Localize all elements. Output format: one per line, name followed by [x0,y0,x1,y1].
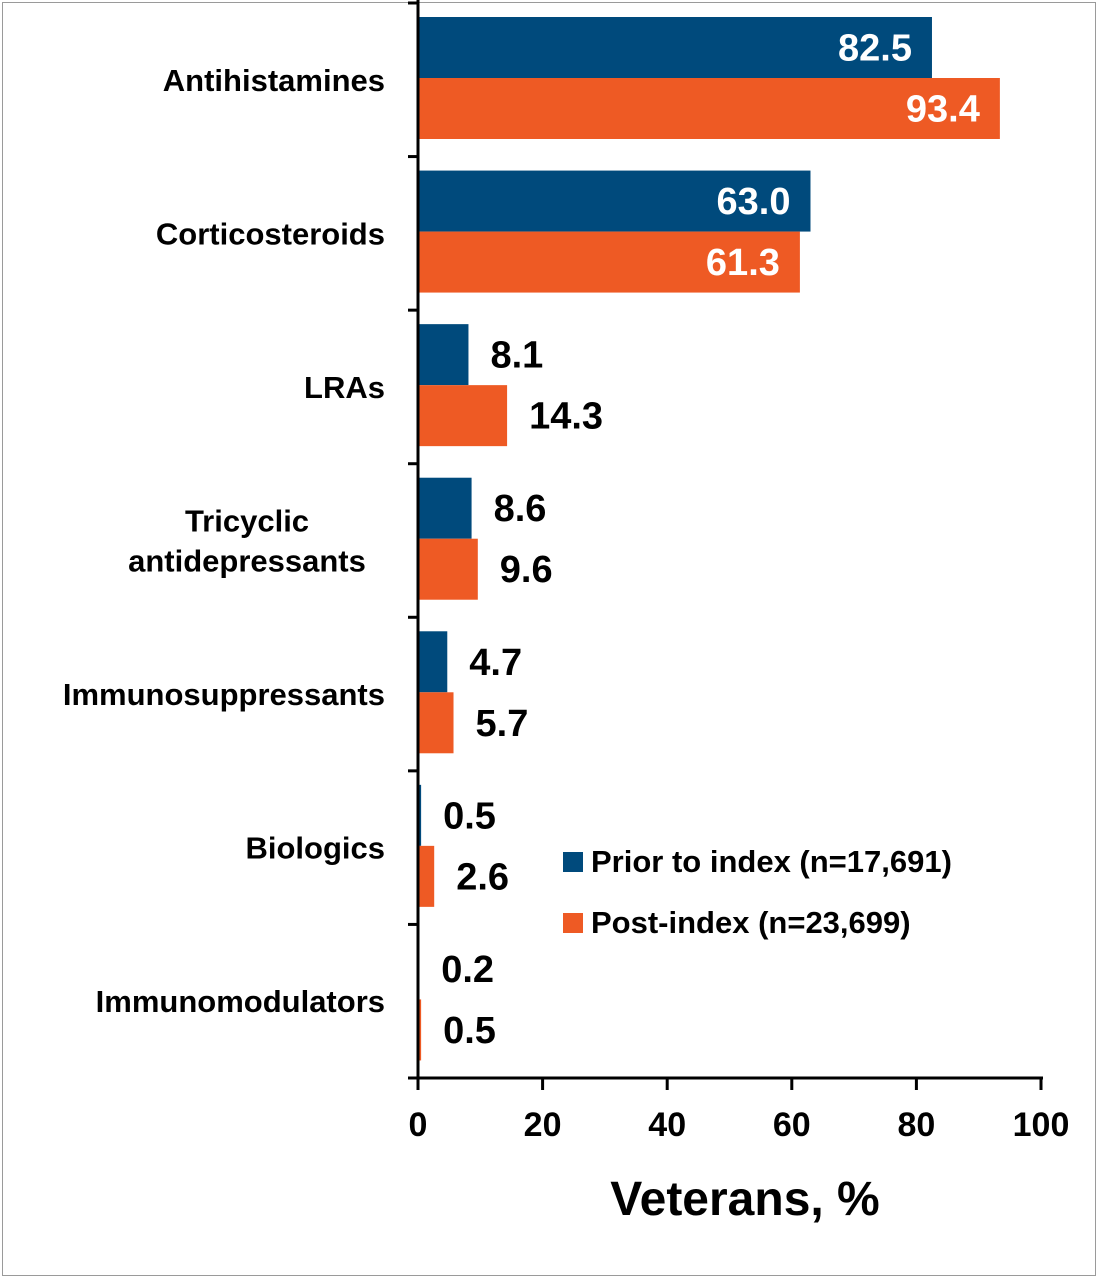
category-label-5: Biologics [245,831,385,866]
bar-post-6 [418,999,422,1061]
category-label-0: Antihistamines [163,63,385,98]
bar-post-3 [418,538,478,600]
data-label-prior-0: 82.5 [838,28,912,70]
category-label-6: Immunomodulators [96,984,385,1019]
bar-prior-3 [418,477,472,539]
data-label-post-5: 2.6 [456,856,509,898]
bar-prior-2 [418,324,469,386]
legend-swatch-prior [563,852,583,872]
bar-post-0 [418,78,1000,139]
legend-label-post: Post-index (n=23,699) [591,905,911,940]
data-label-post-2: 14.3 [529,396,603,438]
x-tick-label-1: 20 [524,1106,562,1144]
bar-prior-4 [418,631,448,693]
bar-post-2 [418,385,508,447]
data-label-post-6: 0.5 [443,1010,496,1052]
data-label-post-4: 5.7 [476,703,529,745]
legend-label-prior: Prior to index (n=17,691) [591,844,952,879]
data-label-prior-1: 63.0 [717,181,791,223]
x-axis-title: Veterans, % [610,1173,879,1226]
category-label-2: LRAs [304,370,385,405]
data-label-prior-6: 0.2 [441,949,494,991]
category-label-3-line-0: Tricyclic [185,504,309,539]
bar-post-4 [418,692,454,754]
bar-prior-5 [418,784,422,846]
data-label-prior-4: 4.7 [469,642,522,684]
bar-post-5 [418,845,435,907]
category-label-1: Corticosteroids [156,216,385,251]
x-tick-label-4: 80 [897,1106,935,1144]
x-tick-label-3: 60 [773,1106,811,1144]
x-tick-label-0: 0 [409,1106,428,1144]
bar-prior-0 [418,17,932,78]
data-label-post-3: 9.6 [500,549,553,591]
data-label-prior-2: 8.1 [490,335,543,377]
category-label-3-line-1: antidepressants [128,544,366,579]
category-label-4: Immunosuppressants [63,677,385,712]
data-label-post-1: 61.3 [706,242,780,284]
data-label-prior-5: 0.5 [443,795,496,837]
bar-post-1 [418,231,800,293]
x-tick-label-5: 100 [1013,1106,1070,1144]
legend-swatch-post [563,913,583,933]
x-tick-label-2: 40 [648,1106,686,1144]
data-label-prior-3: 8.6 [494,488,547,530]
data-label-post-0: 93.4 [906,89,980,131]
bar-prior-1 [418,170,811,232]
